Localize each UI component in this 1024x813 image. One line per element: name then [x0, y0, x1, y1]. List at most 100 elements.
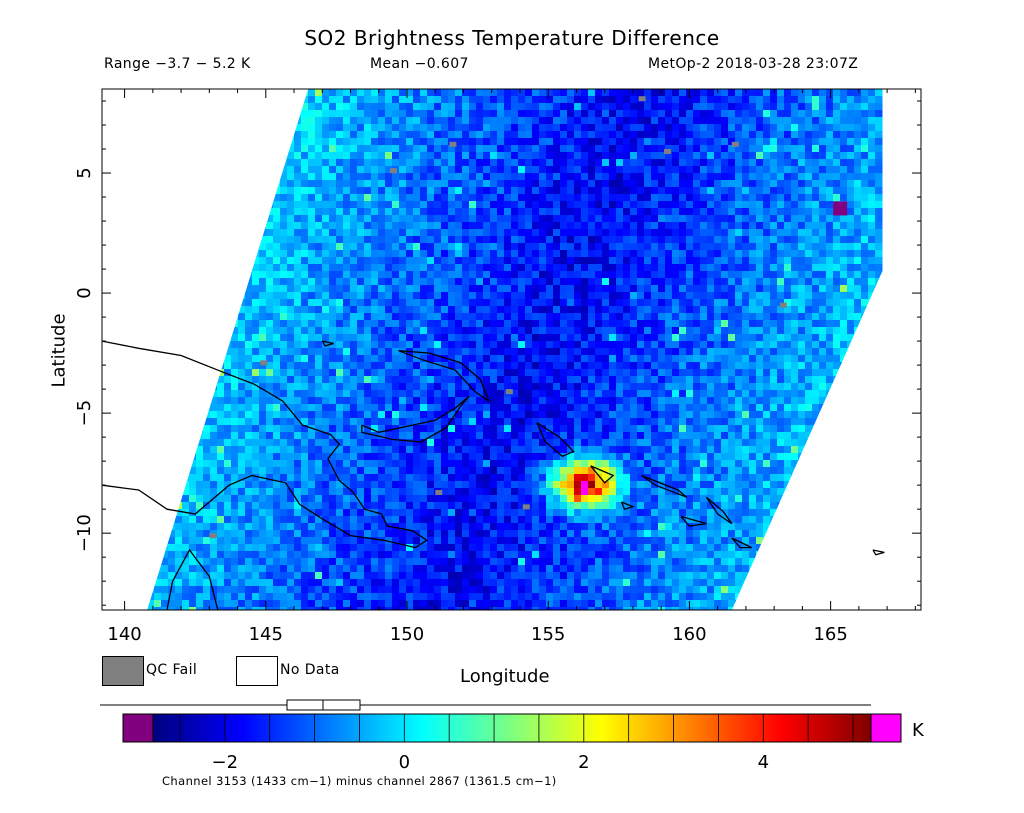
- swath-cell: [497, 306, 505, 314]
- swath-cell: [812, 390, 820, 398]
- swath-cell: [798, 215, 806, 223]
- swath-cell: [581, 313, 589, 321]
- swath-cell: [833, 180, 841, 188]
- swath-cell: [812, 166, 820, 174]
- swath-cell: [784, 96, 792, 104]
- swath-cell: [413, 159, 421, 167]
- swath-cell: [455, 243, 463, 251]
- swath-cell: [203, 383, 211, 391]
- swath-cell: [721, 327, 729, 335]
- swath-cell: [560, 117, 568, 125]
- swath-cell: [700, 124, 708, 132]
- swath-cell: [434, 187, 442, 195]
- swath-cell: [231, 299, 239, 307]
- swath-cell: [427, 355, 435, 363]
- swath-cell: [679, 180, 687, 188]
- swath-cell: [203, 376, 211, 384]
- swath-cell: [602, 362, 610, 370]
- swath-cell: [525, 229, 533, 237]
- swath-cell: [518, 390, 526, 398]
- swath-cell: [434, 117, 442, 125]
- swath-cell: [686, 236, 694, 244]
- swath-cell: [182, 390, 190, 398]
- swath-cell: [231, 306, 239, 314]
- swath-cell: [595, 96, 603, 104]
- swath-cell: [588, 173, 596, 181]
- swath-cell: [378, 117, 386, 125]
- swath-cell: [434, 320, 442, 328]
- swath-cell: [434, 397, 442, 405]
- swath-cell: [609, 341, 617, 349]
- swath-cell: [273, 313, 281, 321]
- swath-cell: [742, 152, 750, 160]
- swath-cell: [427, 243, 435, 251]
- swath-cell: [574, 159, 582, 167]
- swath-cell: [336, 194, 344, 202]
- swath-cell: [826, 180, 834, 188]
- swath-cell: [728, 138, 736, 146]
- swath-cell: [392, 348, 400, 356]
- swath-cell: [364, 180, 372, 188]
- swath-cell: [595, 159, 603, 167]
- swath-cell: [693, 250, 701, 258]
- swath-cell: [322, 257, 330, 265]
- swath-cell: [812, 187, 820, 195]
- swath-cell: [469, 362, 477, 370]
- swath-cell: [875, 341, 883, 349]
- swath-cell: [574, 362, 582, 370]
- swath-cell: [686, 96, 694, 104]
- swath-cell: [868, 159, 876, 167]
- swath-cell: [679, 362, 687, 370]
- swath-cell: [770, 383, 778, 391]
- swath-cell: [812, 285, 820, 293]
- swath-cell: [581, 271, 589, 279]
- swath-cell: [441, 306, 449, 314]
- swath-cell: [280, 299, 288, 307]
- swath-cell: [686, 278, 694, 286]
- swath-cell: [406, 208, 414, 216]
- swath-cell: [714, 264, 722, 272]
- swath-cell: [462, 138, 470, 146]
- swath-cell: [343, 145, 351, 153]
- swath-cell: [455, 229, 463, 237]
- swath-cell: [756, 159, 764, 167]
- swath-cell: [609, 159, 617, 167]
- swath-cell: [665, 369, 673, 377]
- swath-cell: [406, 180, 414, 188]
- swath-cell: [511, 180, 519, 188]
- swath-cell: [714, 334, 722, 342]
- swath-cell: [749, 257, 757, 265]
- swath-cell: [294, 306, 302, 314]
- swath-cell: [147, 376, 148, 384]
- swath-cell: [161, 159, 169, 167]
- swath-cell: [434, 145, 442, 153]
- swath-cell: [644, 313, 652, 321]
- swath-cell: [553, 201, 561, 209]
- swath-cell: [161, 138, 169, 146]
- swath-cell: [189, 348, 197, 356]
- swath-cell: [490, 341, 498, 349]
- swath-cell: [546, 264, 554, 272]
- swath-cell: [861, 264, 869, 272]
- swath-cell: [280, 236, 288, 244]
- swath-cell: [588, 334, 596, 342]
- swath-cell: [203, 187, 211, 195]
- swath-cell: [301, 131, 309, 139]
- swath-cell: [308, 257, 316, 265]
- swath-cell: [616, 299, 624, 307]
- swath-cell: [350, 96, 358, 104]
- swath-cell: [658, 222, 666, 230]
- swath-cell: [441, 397, 449, 405]
- swath-cell: [553, 124, 561, 132]
- swath-cell: [217, 89, 225, 97]
- swath-cell: [840, 187, 848, 195]
- swath-cell: [315, 348, 323, 356]
- swath-cell: [357, 299, 365, 307]
- swath-cell: [476, 201, 484, 209]
- swath-cell: [385, 215, 393, 223]
- swath-cell: [378, 208, 386, 216]
- swath-cell: [322, 341, 330, 349]
- swath-cell: [406, 229, 414, 237]
- swath-cell: [238, 159, 246, 167]
- swath-cell: [588, 250, 596, 258]
